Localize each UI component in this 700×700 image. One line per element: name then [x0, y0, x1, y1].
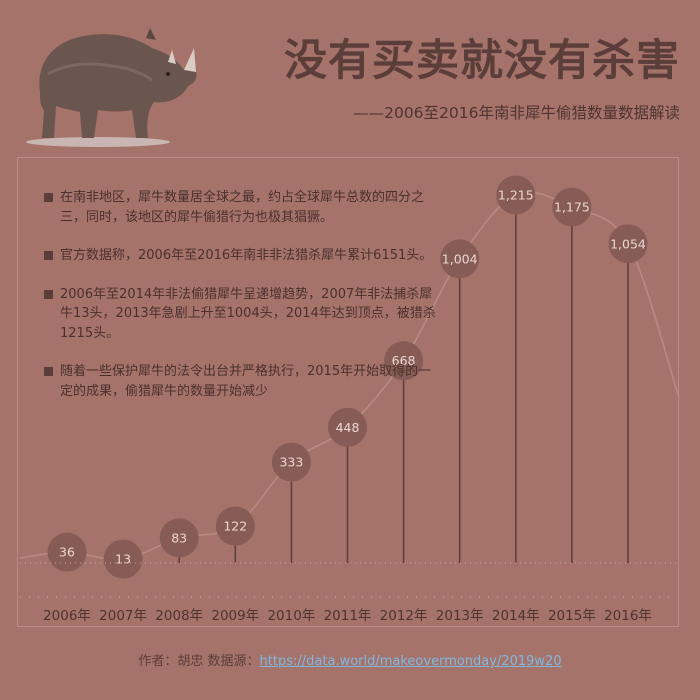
value-bubble: [159, 518, 199, 558]
note-item: 随着一些保护犀牛的法令出台并严格执行，2015年开始取得的一定的成果，偷猎犀牛的…: [44, 362, 444, 401]
data-label: 448: [336, 420, 360, 435]
notes: 在南非地区，犀牛数量居全球之最，约占全球犀牛总数的四分之三，同时，该地区的犀牛偷…: [44, 188, 444, 420]
data-label: 83: [171, 530, 187, 545]
page-subtitle: ——2006至2016年南非犀牛偷猎数量数据解读: [353, 104, 680, 122]
note-item: 2006年至2014年非法偷猎犀牛呈递增趋势，2007年非法捕杀犀牛13头，20…: [44, 285, 444, 344]
rhino-image: [26, 28, 197, 147]
bubbles-layer: 36 13 83 122 333 448 668 1,004 1,215 1,175 1,054: [47, 175, 648, 579]
source-link[interactable]: https://data.world/makeovermonday/2019w2…: [259, 654, 562, 669]
x-tick-label: 2012年: [380, 608, 428, 624]
data-label: 1,175: [554, 200, 590, 215]
data-label: 1,215: [498, 188, 534, 203]
x-tick-label: 2013年: [436, 608, 484, 624]
stems-layer: [66, 195, 629, 563]
value-bubble: [496, 175, 536, 215]
x-axis: 2006年 2007年 2008年 2009年 2010年 2011年 2012年 2013年…: [20, 562, 677, 624]
data-label: 122: [223, 519, 247, 534]
chart-panel: [17, 157, 679, 627]
data-label: 36: [59, 545, 75, 560]
x-tick-label: 2011年: [324, 608, 372, 624]
x-tick-label: 2008年: [155, 608, 203, 624]
x-tick-label: 2006年: [43, 608, 91, 624]
data-label: 1,004: [442, 251, 478, 266]
credit-line: 作者：胡忠 数据源：https://data.world/makeovermon…: [0, 650, 700, 669]
data-label: 13: [115, 552, 131, 567]
value-bubble: [47, 532, 87, 572]
value-bubble: [215, 506, 255, 546]
page-title: 没有买卖就没有杀害: [284, 36, 680, 86]
data-label: 333: [279, 455, 303, 470]
value-bubble: [552, 187, 592, 227]
x-tick-label: 2014年: [492, 608, 540, 624]
data-label: 1,054: [610, 236, 646, 251]
note-item: 在南非地区，犀牛数量居全球之最，约占全球犀牛总数的四分之三，同时，该地区的犀牛偷…: [44, 188, 444, 227]
data-label: 668: [392, 353, 416, 368]
credit-author: 作者：胡忠 数据源：: [138, 654, 260, 669]
x-tick-label: 2009年: [211, 608, 259, 624]
x-tick-label: 2016年: [604, 608, 652, 624]
value-bubble: [608, 224, 648, 264]
x-tick-label: 2010年: [267, 608, 315, 624]
value-bubble: [271, 442, 311, 482]
note-item: 官方数据称，2006年至2016年南非非法猎杀犀牛累计6151头。: [44, 246, 444, 266]
value-bubble: [384, 341, 424, 381]
x-tick-label: 2007年: [99, 608, 147, 624]
value-bubble: [103, 539, 143, 579]
x-tick-label: 2015年: [548, 608, 596, 624]
value-bubble: [328, 407, 367, 447]
value-bubble: [440, 239, 480, 279]
